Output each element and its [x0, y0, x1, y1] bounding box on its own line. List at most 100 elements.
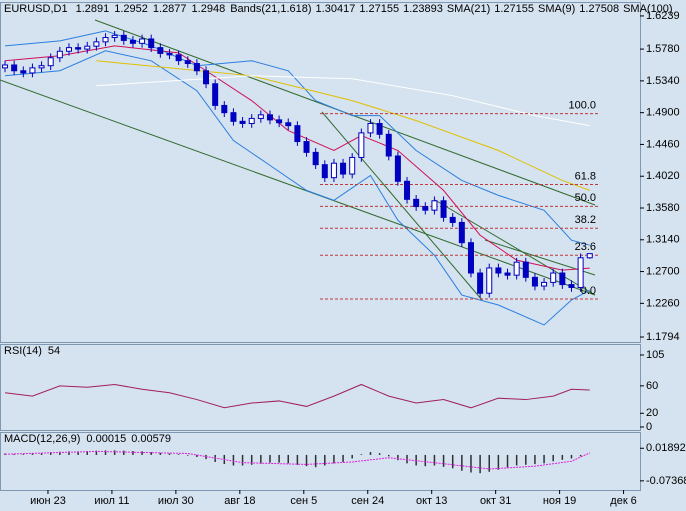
candle-body	[111, 34, 118, 39]
header-text: 1.23893	[403, 3, 443, 15]
candle-body	[93, 41, 100, 47]
header-text: 1.2877	[153, 3, 187, 15]
candle-body	[203, 70, 210, 85]
candle-body	[276, 119, 283, 124]
header-text: SMA(21)	[447, 3, 490, 15]
candle-body	[29, 67, 36, 74]
y-tick-label: 1.2260	[646, 297, 680, 309]
header-text: 1.30417	[316, 3, 356, 15]
x-tick-label: дек 6	[610, 495, 637, 507]
y-tick-label: 1.5780	[646, 43, 680, 55]
candle-body	[358, 132, 365, 158]
candle-body	[285, 122, 292, 127]
candle-body	[75, 47, 82, 50]
header-text: 1.2891	[76, 3, 110, 15]
candle-body	[541, 281, 548, 287]
candle-body	[2, 64, 9, 69]
candle-body	[312, 151, 319, 166]
indicator-line	[96, 75, 590, 127]
candle-body	[47, 57, 54, 67]
plot-layer: 100.0 61.8 50.0 38.2 23.6 0.0 1.6239 1.5780 1.53…	[2, 3, 686, 507]
header-text: Bands(21,1.618)	[230, 3, 311, 15]
candle-body	[550, 272, 557, 283]
header-text: 1.27508	[579, 3, 619, 15]
header-text: 1.2948	[192, 3, 226, 15]
header-text: MACD(12,26,9)	[4, 433, 80, 445]
fibo-label: 23.6	[575, 241, 596, 253]
candle-body	[413, 198, 420, 208]
y-tick-label: -0.07368	[646, 475, 686, 487]
candle-body	[458, 221, 465, 244]
candle-body	[11, 64, 18, 72]
y-tick-label: 1.4020	[646, 170, 680, 182]
candle-body	[477, 272, 484, 294]
candle-body	[230, 112, 237, 122]
header-text: 0.00579	[131, 433, 171, 445]
candle-body	[139, 38, 146, 44]
y-tick-label: 1.3140	[646, 234, 680, 246]
candle-body	[166, 52, 173, 56]
indicator-line	[4, 45, 590, 271]
y-tick-label: 1.4460	[646, 138, 680, 150]
x-tick-label: ноя 19	[543, 495, 576, 507]
fibo-label: 100.0	[568, 100, 596, 112]
channel-line	[0, 79, 596, 296]
fibo-label: 50.0	[575, 192, 596, 204]
y-tick-label: 1.6239	[646, 10, 680, 22]
header-text: SMA(100)	[623, 3, 673, 15]
y-tick-label: 1.4900	[646, 107, 680, 119]
y-tick-label: 20	[646, 407, 658, 419]
candle-body	[330, 162, 337, 179]
candle-body	[84, 45, 91, 50]
candle-body	[586, 253, 593, 259]
candle-body	[522, 261, 529, 278]
candle-body	[266, 114, 273, 121]
candle-body	[175, 54, 182, 62]
candle-body	[38, 65, 45, 69]
fibo-label: 61.8	[575, 170, 596, 182]
candle-body	[157, 47, 164, 54]
candle-body	[120, 34, 127, 41]
candle-body	[340, 162, 347, 175]
candle-body	[513, 261, 520, 276]
signal-line	[5, 450, 590, 470]
candle-body	[531, 276, 538, 287]
header-text: SMA(9)	[538, 3, 575, 15]
candle-body	[431, 200, 438, 211]
header-text: 0.00015	[86, 433, 126, 445]
candle-body	[129, 39, 136, 44]
candle-body	[102, 37, 109, 43]
candle-body	[467, 242, 474, 274]
candle-body	[376, 122, 383, 135]
candle-body	[193, 63, 200, 72]
x-tick-label: авг 18	[224, 495, 255, 507]
header-text: 1.27155	[359, 3, 399, 15]
candle-body	[577, 257, 584, 288]
fibo-label: 38.2	[575, 214, 596, 226]
y-tick-label: 1.1794	[646, 331, 680, 343]
candle-body	[559, 272, 566, 286]
y-tick-label: 0.01892	[646, 442, 686, 454]
candle-body	[349, 156, 356, 175]
candle-body	[248, 117, 255, 124]
header-text: 1.2952	[114, 3, 148, 15]
x-tick-label: июл 30	[158, 495, 194, 507]
header-text: RSI(14)	[4, 345, 42, 357]
x-tick-label: окт 13	[416, 495, 447, 507]
x-tick-label: окт 31	[480, 495, 511, 507]
candle-body	[212, 83, 219, 106]
macd-panel	[0, 432, 641, 491]
candle-body	[385, 133, 392, 157]
candle-body	[504, 272, 511, 276]
channel-line	[434, 199, 596, 296]
candle-body	[65, 47, 72, 52]
y-tick-label: 1.5340	[646, 75, 680, 87]
x-tick-label: сен 24	[351, 495, 384, 507]
candle-body	[221, 104, 228, 114]
candle-body	[495, 267, 502, 274]
candle-body	[321, 164, 328, 179]
y-tick-label: 0	[646, 421, 652, 433]
candle-body	[440, 200, 447, 218]
indicator-line	[4, 30, 590, 246]
candle-body	[568, 284, 575, 288]
